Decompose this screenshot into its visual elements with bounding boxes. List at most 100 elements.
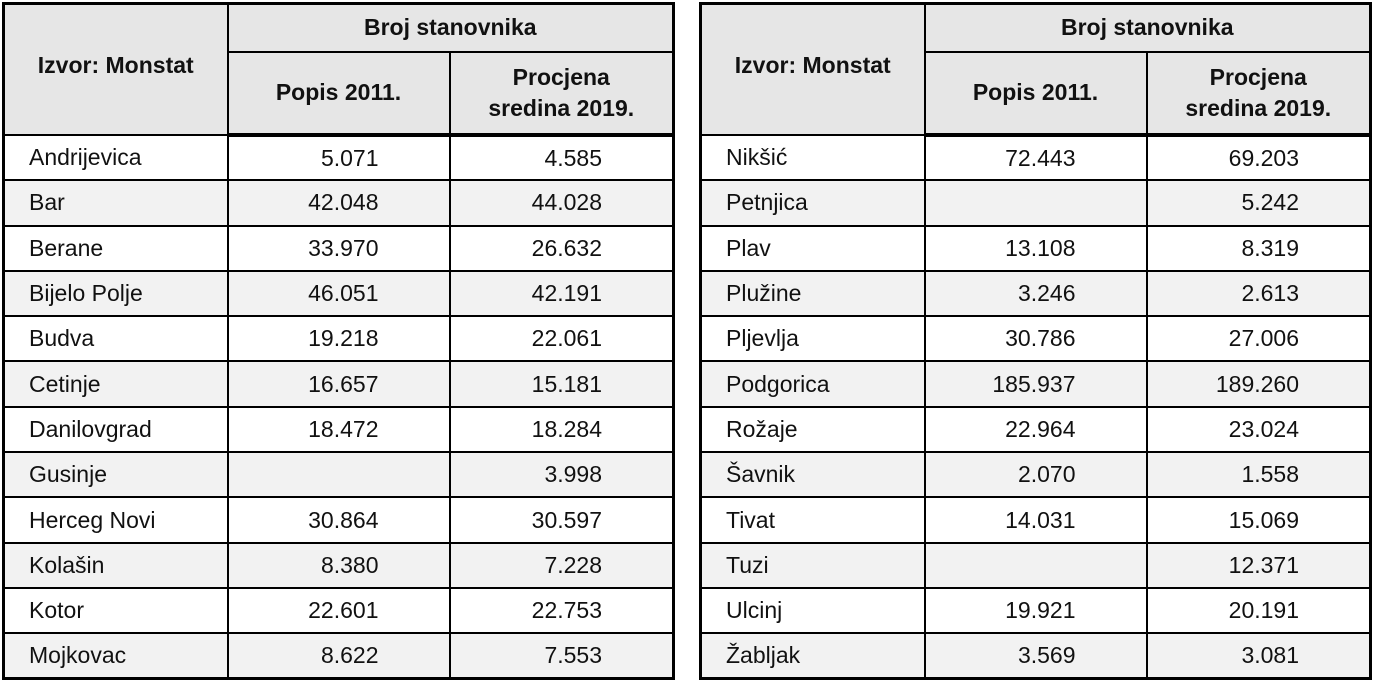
table-row: Kolašin 8.380 7.228 — [2, 541, 675, 589]
census-2011-cell: 8.380 — [226, 541, 451, 589]
estimate-2019-cell: 2.613 — [1145, 269, 1372, 318]
estimate-header-line2: sredina 2019. — [1185, 95, 1332, 121]
municipality-cell: Kotor — [2, 586, 229, 635]
population-table-right: Izvor: Monstat Broj stanovnika Popis 201… — [699, 2, 1373, 681]
table-row: Budva 19.218 22.061 — [2, 315, 675, 363]
estimate-2019-cell: 8.319 — [1145, 224, 1372, 272]
census-2011-cell: 14.031 — [923, 496, 1148, 544]
municipality-cell: Plužine — [699, 269, 926, 318]
census-2011-header: Popis 2011. — [923, 51, 1148, 137]
estimate-2019-cell: 22.753 — [448, 586, 675, 635]
estimate-header-line1: Procjena — [512, 63, 610, 90]
municipality-cell: Bar — [2, 179, 229, 227]
census-2011-cell — [923, 179, 1148, 227]
table-row: Pljevlja 30.786 27.006 — [699, 315, 1372, 363]
table-row: Podgorica 185.937 189.260 — [699, 360, 1372, 408]
municipality-cell: Podgorica — [699, 360, 926, 408]
table-row: Nikšić 72.443 69.203 — [699, 133, 1372, 182]
estimate-2019-cell: 15.181 — [448, 360, 675, 408]
table-row: Tuzi 12.371 — [699, 541, 1372, 589]
table-row: Andrijevica 5.071 4.585 — [2, 133, 675, 182]
group-header: Broj stanovnika — [923, 2, 1372, 53]
municipality-cell: Herceg Novi — [2, 496, 229, 544]
estimate-2019-header: Procjena sredina 2019. — [1145, 51, 1372, 137]
estimate-2019-cell: 44.028 — [448, 179, 675, 227]
census-2011-cell: 18.472 — [226, 405, 451, 454]
census-2011-cell: 22.601 — [226, 586, 451, 635]
estimate-2019-cell: 189.260 — [1145, 360, 1372, 408]
census-2011-cell: 185.937 — [923, 360, 1148, 408]
census-2011-cell: 2.070 — [923, 451, 1148, 499]
estimate-2019-cell: 30.597 — [448, 496, 675, 544]
municipality-cell: Andrijevica — [2, 133, 229, 182]
municipality-cell: Mojkovac — [2, 632, 229, 680]
municipality-cell: Tuzi — [699, 541, 926, 589]
municipality-cell: Žabljak — [699, 632, 926, 680]
census-2011-cell: 5.071 — [226, 133, 451, 182]
census-2011-cell: 30.786 — [923, 315, 1148, 363]
estimate-2019-cell: 22.061 — [448, 315, 675, 363]
municipality-cell: Danilovgrad — [2, 405, 229, 454]
estimate-2019-cell: 7.228 — [448, 541, 675, 589]
municipality-cell: Nikšić — [699, 133, 926, 182]
table-row: Šavnik 2.070 1.558 — [699, 451, 1372, 499]
estimate-header-line1: Procjena — [1209, 63, 1307, 90]
municipality-cell: Rožaje — [699, 405, 926, 454]
municipality-cell: Cetinje — [2, 360, 229, 408]
municipality-cell: Ulcinj — [699, 586, 926, 635]
table-row: Kotor 22.601 22.753 — [2, 586, 675, 635]
census-2011-cell: 22.964 — [923, 405, 1148, 454]
table-row: Herceg Novi 30.864 30.597 — [2, 496, 675, 544]
estimate-header-line2: sredina 2019. — [488, 95, 635, 121]
census-2011-cell: 8.622 — [226, 632, 451, 680]
estimate-2019-cell: 26.632 — [448, 224, 675, 272]
census-2011-cell: 42.048 — [226, 179, 451, 227]
census-2011-cell: 13.108 — [923, 224, 1148, 272]
estimate-2019-cell: 5.242 — [1145, 179, 1372, 227]
estimate-2019-header: Procjena sredina 2019. — [448, 51, 675, 137]
estimate-2019-cell: 69.203 — [1145, 133, 1372, 182]
estimate-2019-cell: 42.191 — [448, 269, 675, 318]
census-2011-cell: 19.218 — [226, 315, 451, 363]
table-row: Bar 42.048 44.028 — [2, 179, 675, 227]
table-row: Gusinje 3.998 — [2, 451, 675, 499]
municipality-cell: Plav — [699, 224, 926, 272]
estimate-2019-cell: 23.024 — [1145, 405, 1372, 454]
municipality-cell: Pljevlja — [699, 315, 926, 363]
municipality-cell: Berane — [2, 224, 229, 272]
municipality-cell: Kolašin — [2, 541, 229, 589]
estimate-2019-cell: 3.081 — [1145, 632, 1372, 680]
table-row: Berane 33.970 26.632 — [2, 224, 675, 272]
table-row: Žabljak 3.569 3.081 — [699, 632, 1372, 680]
census-2011-cell: 33.970 — [226, 224, 451, 272]
estimate-2019-cell: 4.585 — [448, 133, 675, 182]
table-row: Bijelo Polje 46.051 42.191 — [2, 269, 675, 318]
census-2011-cell: 72.443 — [923, 133, 1148, 182]
right-table-body: Nikšić 72.443 69.203 Petnjica 5.242 Plav 13.10… — [699, 133, 1372, 680]
population-table-left: Izvor: Monstat Broj stanovnika Popis 201… — [2, 2, 676, 681]
source-header: Izvor: Monstat — [2, 2, 229, 136]
table-row: Cetinje 16.657 15.181 — [2, 360, 675, 408]
left-table-body: Andrijevica 5.071 4.585 Bar 42.048 44.028 Bera… — [2, 133, 675, 680]
estimate-2019-cell: 27.006 — [1145, 315, 1372, 363]
estimate-2019-cell: 3.998 — [448, 451, 675, 499]
table-row: Ulcinj 19.921 20.191 — [699, 586, 1372, 635]
municipality-cell: Budva — [2, 315, 229, 363]
table-row: Plužine 3.246 2.613 — [699, 269, 1372, 318]
census-2011-cell — [226, 451, 451, 499]
table-row: Danilovgrad 18.472 18.284 — [2, 405, 675, 454]
estimate-2019-cell: 20.191 — [1145, 586, 1372, 635]
census-2011-cell: 3.569 — [923, 632, 1148, 680]
estimate-2019-cell: 7.553 — [448, 632, 675, 680]
table-row: Rožaje 22.964 23.024 — [699, 405, 1372, 454]
municipality-cell: Bijelo Polje — [2, 269, 229, 318]
census-2011-cell: 3.246 — [923, 269, 1148, 318]
municipality-cell: Šavnik — [699, 451, 926, 499]
municipality-cell: Petnjica — [699, 179, 926, 227]
estimate-2019-cell: 15.069 — [1145, 496, 1372, 544]
census-2011-cell: 30.864 — [226, 496, 451, 544]
census-2011-cell: 19.921 — [923, 586, 1148, 635]
table-row: Tivat 14.031 15.069 — [699, 496, 1372, 544]
table-row: Plav 13.108 8.319 — [699, 224, 1372, 272]
municipality-cell: Gusinje — [2, 451, 229, 499]
